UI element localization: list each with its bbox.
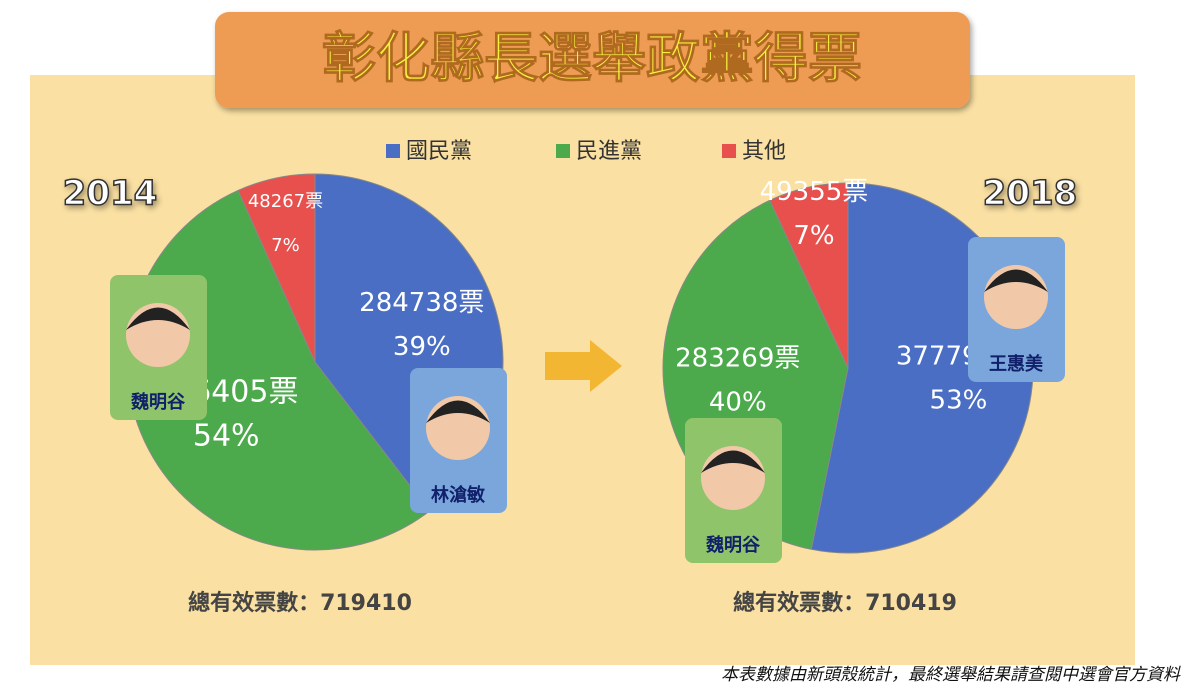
legend-swatch [556, 144, 570, 158]
pie-slice [769, 182, 849, 369]
value-label: 48267票 [248, 191, 323, 212]
total-votes: 總有效票數：710419 [733, 590, 957, 616]
candidate-name: 王惠美 [989, 353, 1043, 375]
percent-label: 7% [793, 221, 834, 251]
percent-label: 39% [393, 332, 451, 362]
candidate-name: 魏明谷 [705, 534, 761, 556]
legend-label: 其他 [742, 139, 786, 164]
value-label: 284738票 [359, 288, 484, 318]
total-votes: 總有效票數：719410 [188, 590, 412, 616]
title: 彰化縣長選舉政黨得票 [322, 27, 862, 90]
legend-swatch [722, 144, 736, 158]
percent-label: 53% [930, 386, 988, 416]
arrow [545, 340, 622, 392]
footnote: 本表數據由新頭殼統計，最終選舉結果請查閱中選會官方資料 [721, 665, 1181, 685]
value-label: 283269票 [675, 344, 800, 374]
year-label: 2014 [63, 174, 158, 214]
candidate-hair [984, 269, 1048, 292]
year-label: 2018 [983, 174, 1078, 214]
title-banner [215, 12, 970, 108]
pie-slice [237, 173, 316, 363]
value-label: 49355票 [760, 177, 869, 207]
candidate-name: 魏明谷 [130, 391, 186, 413]
candidate-name: 林滄敏 [431, 484, 486, 506]
candidate-hair [701, 450, 765, 473]
candidate-hair [426, 400, 490, 423]
candidate-hair [126, 307, 190, 330]
percent-label: 40% [709, 388, 767, 418]
legend-label: 國民黨 [406, 139, 472, 164]
percent-label: 54% [193, 418, 260, 453]
legend-swatch [386, 144, 400, 158]
percent-label: 7% [271, 235, 300, 256]
legend-label: 民進黨 [576, 139, 642, 164]
